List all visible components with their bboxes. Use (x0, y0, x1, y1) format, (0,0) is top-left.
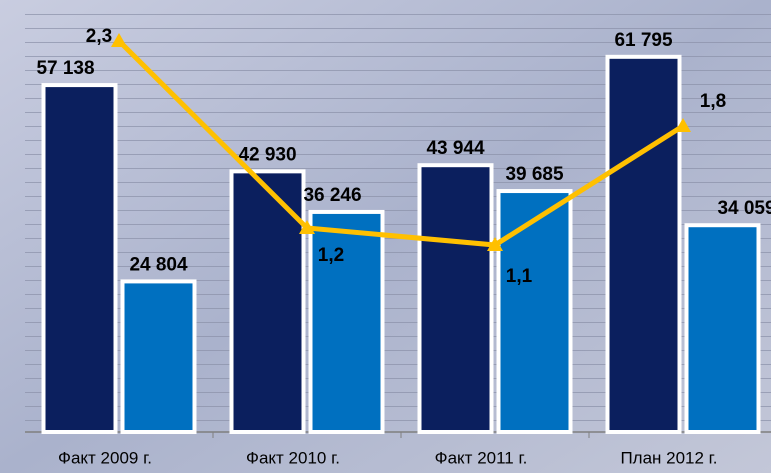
data-label: 1,1 (506, 266, 533, 287)
data-label: 34 059 (717, 198, 771, 219)
bar (687, 225, 759, 432)
bar (44, 85, 116, 432)
data-label: 1,2 (318, 245, 344, 266)
x-tick-label: План 2012 г. (620, 448, 717, 467)
bar (420, 165, 492, 432)
bar (499, 191, 571, 432)
data-label: 57 138 (36, 58, 94, 79)
data-label: 1,8 (700, 91, 726, 112)
data-label: 2,3 (86, 26, 112, 47)
data-label: 24 804 (129, 254, 188, 275)
x-tick-label: Факт 2010 г. (246, 448, 340, 467)
data-label: 36 246 (303, 185, 361, 206)
x-tick-label: Факт 2011 г. (435, 448, 528, 467)
chart: Факт 2009 г. Факт 2010 г. Факт 2011 г. План… (0, 0, 771, 473)
x-tick-label: Факт 2009 г. (58, 448, 152, 467)
data-label: 61 795 (614, 30, 673, 51)
bar (123, 281, 195, 432)
data-label: 43 944 (426, 138, 485, 159)
data-label: 42 930 (238, 144, 296, 165)
data-label: 39 685 (505, 164, 564, 185)
bar (608, 57, 680, 432)
